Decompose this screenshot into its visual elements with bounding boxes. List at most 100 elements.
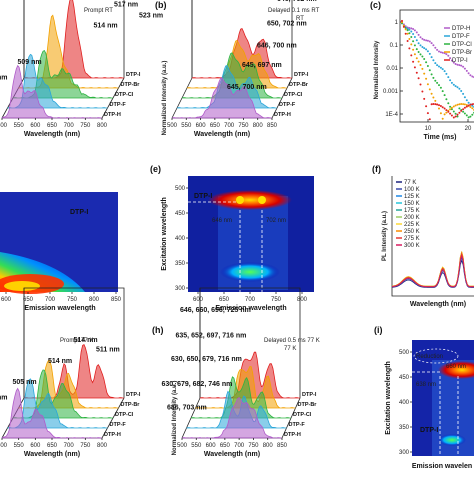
sample-label: DTP-I bbox=[70, 209, 88, 216]
x-tick-label: 750 bbox=[248, 443, 259, 449]
decay-point-dtp-cl bbox=[465, 114, 468, 117]
decay-point-dtp-f bbox=[463, 96, 466, 99]
decay-point-dtp-cl bbox=[456, 115, 459, 118]
decay-point-dtp-f bbox=[410, 30, 413, 33]
decay-point-dtp-br bbox=[413, 53, 416, 56]
decay-point-dtp-h bbox=[412, 28, 415, 30]
decay-point-dtp-f bbox=[439, 66, 442, 69]
series-label-dtp-h: DTP-H bbox=[104, 432, 121, 438]
decay-point-dtp-i bbox=[423, 97, 426, 100]
decay-point-dtp-cl bbox=[423, 58, 426, 60]
series-label-dtp-cl: DTP-Cl bbox=[115, 412, 134, 418]
x-tick-label: 800 bbox=[263, 443, 274, 449]
series-label-dtp-br: DTP-Br bbox=[298, 402, 318, 408]
decay-point-dtp-br bbox=[463, 103, 466, 106]
y-axis-title: Excitation wavelength bbox=[161, 197, 168, 271]
series-dtp-h-fill bbox=[1, 64, 102, 119]
peak-label: nm bbox=[0, 395, 8, 402]
decay-point-dtp-h bbox=[432, 44, 435, 47]
decay-point-dtp-h bbox=[445, 53, 448, 56]
decay-point-dtp-i bbox=[462, 108, 465, 111]
decay-point-dtp-cl bbox=[417, 51, 420, 53]
decay-point-dtp-cl bbox=[430, 73, 433, 76]
series-label-dtp-i: DTP-I bbox=[126, 392, 141, 398]
heatmap-i-hot bbox=[438, 361, 474, 379]
x-tick-label: 550 bbox=[14, 123, 25, 129]
pl-curve bbox=[391, 256, 474, 288]
decay-point-dtp-f bbox=[432, 59, 435, 62]
decay-point-dtp-f bbox=[467, 101, 470, 104]
decay-point-dtp-cl bbox=[454, 112, 457, 115]
y-tick-label: 300 bbox=[175, 286, 186, 292]
decay-point-dtp-i bbox=[413, 66, 416, 69]
x-tick-label: 20 bbox=[465, 126, 472, 132]
decay-point-dtp-i bbox=[406, 40, 409, 42]
y-axis-title: PL Intensity (a.u.) bbox=[382, 211, 388, 261]
peak-label: 514 nm bbox=[74, 337, 98, 344]
decay-point-dtp-br bbox=[456, 103, 459, 106]
y-tick-label: 0.1 bbox=[390, 43, 399, 49]
legend-dtp-i: DTP-I bbox=[452, 58, 468, 64]
decay-point-dtp-f bbox=[408, 28, 411, 31]
peak-label: 635, 652, 697, 716 nm bbox=[176, 333, 247, 340]
decay-point-dtp-cl bbox=[406, 29, 409, 32]
legend-label: 100 K bbox=[404, 187, 420, 193]
decay-point-dtp-h bbox=[469, 74, 472, 77]
decay-point-dtp-br bbox=[458, 103, 461, 106]
decay-point-dtp-i bbox=[421, 90, 424, 93]
decay-point-dtp-br bbox=[408, 38, 411, 40]
series-label-dtp-h: DTP-H bbox=[274, 112, 291, 118]
series-label-dtp-f: DTP-F bbox=[110, 102, 127, 108]
decay-point-dtp-cl bbox=[443, 94, 446, 97]
decay-point-dtp-f bbox=[452, 83, 455, 86]
series-label-dtp-cl: DTP-Cl bbox=[115, 92, 134, 98]
x-tick-label: 500 bbox=[177, 443, 188, 449]
legend-dtp-br: DTP-Br bbox=[452, 50, 472, 56]
decay-point-dtp-i bbox=[425, 105, 428, 108]
y-tick-label: 0.001 bbox=[383, 89, 399, 95]
decay-point-dtp-h bbox=[458, 64, 461, 67]
rt-label: RT bbox=[296, 16, 304, 22]
x-tick-label: 800 bbox=[97, 443, 108, 449]
decay-point-dtp-f bbox=[421, 46, 424, 48]
decay-point-dtp-h bbox=[447, 54, 450, 57]
decay-point-dtp-cl bbox=[445, 98, 448, 101]
decay-point-dtp-i bbox=[458, 111, 461, 114]
decay-point-dtp-br bbox=[434, 99, 437, 102]
decay-point-dtp-br bbox=[428, 88, 431, 91]
panel-title: Delayed 0.5 ms 77 K bbox=[264, 338, 320, 344]
x-tick-label: 650 bbox=[220, 443, 231, 449]
panel-title: Prompt 77 K bbox=[60, 338, 93, 344]
y-tick-label: 350 bbox=[175, 261, 186, 267]
series-dtp-h-fill bbox=[171, 77, 272, 119]
decay-point-dtp-i bbox=[401, 19, 403, 22]
decay-point-dtp-cl bbox=[469, 115, 472, 118]
peak-label: nm bbox=[0, 75, 8, 82]
reduction-outline bbox=[413, 348, 459, 364]
decay-point-dtp-i bbox=[469, 103, 472, 106]
peak-label: 511 nm bbox=[96, 346, 120, 353]
decay-point-dtp-f bbox=[438, 65, 440, 68]
peak-label: 505 nm bbox=[13, 379, 37, 386]
decay-point-dtp-h bbox=[454, 63, 457, 65]
x-tick-label: 600 bbox=[196, 123, 207, 129]
decay-point-dtp-cl bbox=[471, 113, 474, 116]
decay-point-dtp-br bbox=[432, 96, 435, 99]
decay-point-dtp-h bbox=[421, 37, 424, 40]
y-axis-title: Excitation wavelength bbox=[385, 361, 392, 435]
panel-title: Delayed 0.1 ms RT bbox=[268, 8, 320, 14]
x-axis-title: Emission wavelength bbox=[24, 305, 95, 312]
decay-point-dtp-br bbox=[450, 106, 453, 109]
decay-point-dtp-cl bbox=[436, 81, 439, 84]
decay-point-dtp-h bbox=[408, 27, 411, 29]
y-tick-label: 500 bbox=[399, 350, 410, 356]
hot-spot-1 bbox=[236, 196, 244, 204]
y-tick-label: 350 bbox=[399, 425, 410, 431]
decay-point-dtp-i bbox=[434, 103, 437, 106]
x-axis-title: Emission wavelen bbox=[412, 463, 472, 470]
series-label-dtp-h: DTP-H bbox=[284, 432, 301, 438]
decay-point-dtp-cl bbox=[452, 110, 455, 113]
decay-point-dtp-h bbox=[463, 67, 466, 70]
x-tick-label: 700 bbox=[45, 297, 56, 303]
decay-point-dtp-f bbox=[413, 36, 416, 38]
